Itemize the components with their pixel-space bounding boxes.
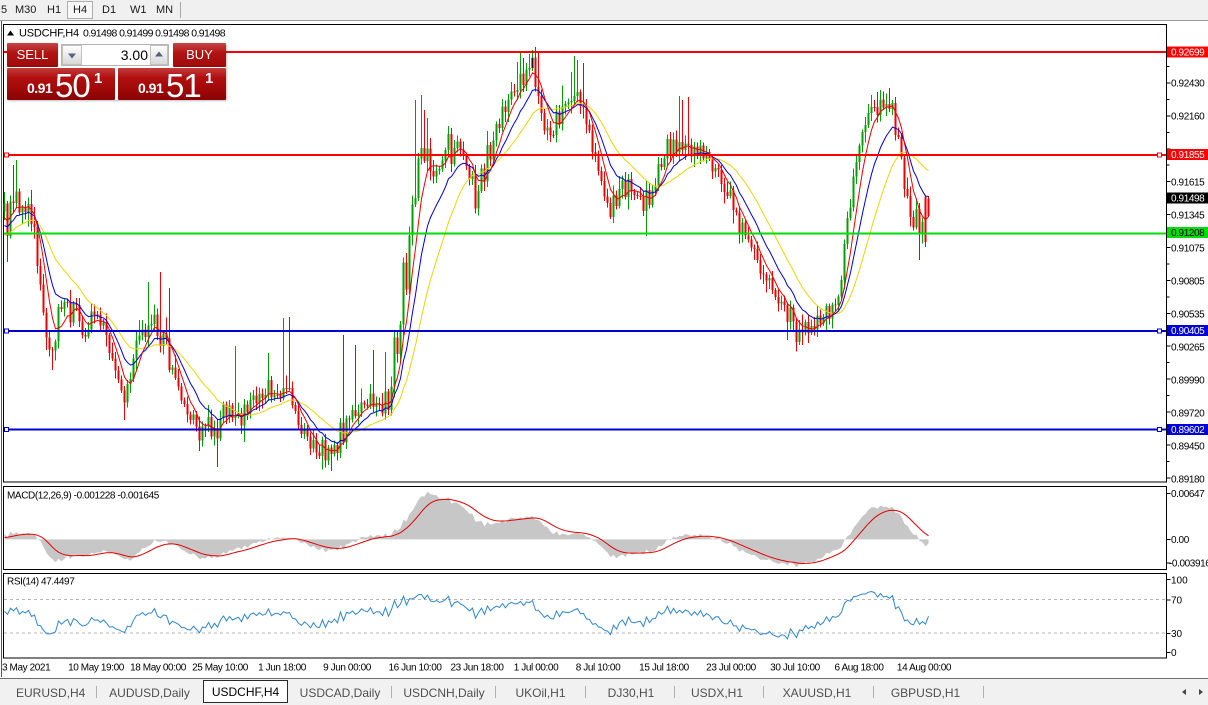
- svg-text:0.91498: 0.91498: [1171, 194, 1205, 205]
- svg-text:0.92430: 0.92430: [1171, 79, 1205, 90]
- svg-text:6 Aug 18:00: 6 Aug 18:00: [835, 663, 885, 674]
- svg-text:0.00: 0.00: [1171, 535, 1190, 546]
- svg-text:0.90405: 0.90405: [1171, 326, 1205, 337]
- svg-text:0.89720: 0.89720: [1171, 409, 1205, 420]
- svg-text:0.91208: 0.91208: [1171, 228, 1205, 239]
- svg-text:RSI(14) 47.4497: RSI(14) 47.4497: [7, 577, 75, 588]
- svg-text:-0.003916: -0.003916: [1169, 559, 1208, 570]
- svg-text:8 Jul 10:00: 8 Jul 10:00: [576, 663, 621, 674]
- svg-text:0.91615: 0.91615: [1171, 178, 1205, 189]
- svg-text:0.90265: 0.90265: [1171, 343, 1205, 354]
- svg-text:0.91075: 0.91075: [1171, 244, 1205, 255]
- svg-text:23 Jun 18:00: 23 Jun 18:00: [450, 663, 504, 674]
- svg-text:15 Jul 18:00: 15 Jul 18:00: [639, 663, 690, 674]
- svg-text:0.91498 0.91499 0.91498 0.9149: 0.91498 0.91499 0.91498 0.91498: [83, 28, 226, 40]
- svg-text:0.89602: 0.89602: [1171, 425, 1205, 436]
- svg-text:23 Jul 00:00: 23 Jul 00:00: [706, 663, 757, 674]
- svg-text:30: 30: [1171, 629, 1183, 640]
- svg-text:0.91855: 0.91855: [1171, 150, 1205, 161]
- svg-text:70: 70: [1171, 596, 1183, 607]
- svg-text:1 Jul 00:00: 1 Jul 00:00: [514, 663, 559, 674]
- svg-text:0.00647: 0.00647: [1171, 489, 1205, 500]
- svg-text:0.90535: 0.90535: [1171, 310, 1205, 321]
- svg-text:1 Jun 18:00: 1 Jun 18:00: [258, 663, 307, 674]
- svg-text:0.89180: 0.89180: [1171, 475, 1205, 486]
- svg-text:0.89450: 0.89450: [1171, 442, 1205, 453]
- svg-text:18 May 00:00: 18 May 00:00: [130, 663, 187, 674]
- svg-text:0.92160: 0.92160: [1171, 112, 1205, 123]
- svg-text:0: 0: [1171, 648, 1177, 659]
- svg-text:30 Jul 10:00: 30 Jul 10:00: [770, 663, 821, 674]
- svg-text:16 Jun 10:00: 16 Jun 10:00: [388, 663, 442, 674]
- svg-text:25 May 10:00: 25 May 10:00: [192, 663, 249, 674]
- svg-text:100: 100: [1171, 576, 1188, 587]
- svg-text:USDCHF,H4: USDCHF,H4: [19, 28, 79, 40]
- svg-text:14 Aug 00:00: 14 Aug 00:00: [897, 663, 952, 674]
- svg-text:0.91345: 0.91345: [1171, 211, 1205, 222]
- svg-text:0.90805: 0.90805: [1171, 277, 1205, 288]
- svg-text:9 Jun 00:00: 9 Jun 00:00: [323, 663, 372, 674]
- svg-text:3 May 2021: 3 May 2021: [2, 663, 51, 674]
- svg-text:MACD(12,26,9) -0.001228 -0.001: MACD(12,26,9) -0.001228 -0.001645: [7, 491, 160, 502]
- svg-text:0.89990: 0.89990: [1171, 376, 1205, 387]
- svg-text:10 May 19:00: 10 May 19:00: [68, 663, 125, 674]
- svg-text:0.92699: 0.92699: [1171, 48, 1205, 59]
